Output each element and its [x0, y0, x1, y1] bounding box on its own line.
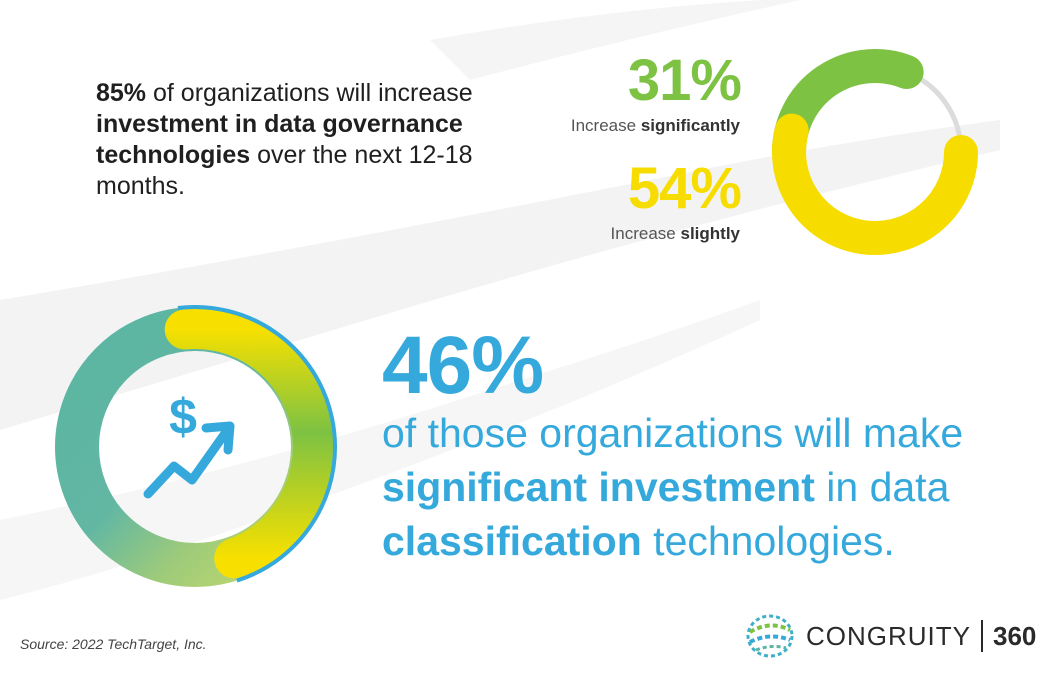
dollar-icon: $: [169, 389, 197, 445]
congruity-logo: CONGRUITY 360: [742, 612, 1036, 660]
statement-bold: investment in data governance technologi…: [96, 110, 463, 169]
statement-text-1: of organizations will increase: [146, 79, 473, 107]
money-growth-icon: $: [143, 389, 235, 499]
statement-percent: 85%: [96, 79, 147, 107]
investment-donut-chart: [772, 49, 978, 255]
big-donut-arc-outline: [177, 305, 337, 583]
arrow-head-icon: [201, 421, 235, 455]
big-stat-description: of those organizations will make signifi…: [382, 410, 964, 564]
trend-up-arrow-icon: [143, 427, 231, 499]
stat-significant-value: 31%: [627, 48, 742, 113]
classification-donut-chart: $: [55, 305, 337, 587]
stat-slight-label: Increase slightly: [610, 224, 740, 243]
logo-wordmark: CONGRUITY: [806, 620, 971, 651]
headline-statement: 85% of organizations will increase inves…: [96, 78, 556, 202]
globe-logo-icon: [746, 614, 794, 658]
big-stat-value: 46%: [382, 320, 544, 411]
logo-divider: [981, 620, 983, 652]
statement-text-2: over the next 12-18 months.: [96, 141, 473, 200]
stat-significant-label: Increase significantly: [570, 116, 740, 135]
source-note: Source: 2022 TechTarget, Inc.: [20, 636, 207, 652]
stat-slight-value: 54%: [627, 156, 742, 221]
big-donut-arc: [164, 309, 333, 579]
logo-number: 360: [993, 620, 1037, 651]
donut-arc-slight: [772, 113, 978, 255]
